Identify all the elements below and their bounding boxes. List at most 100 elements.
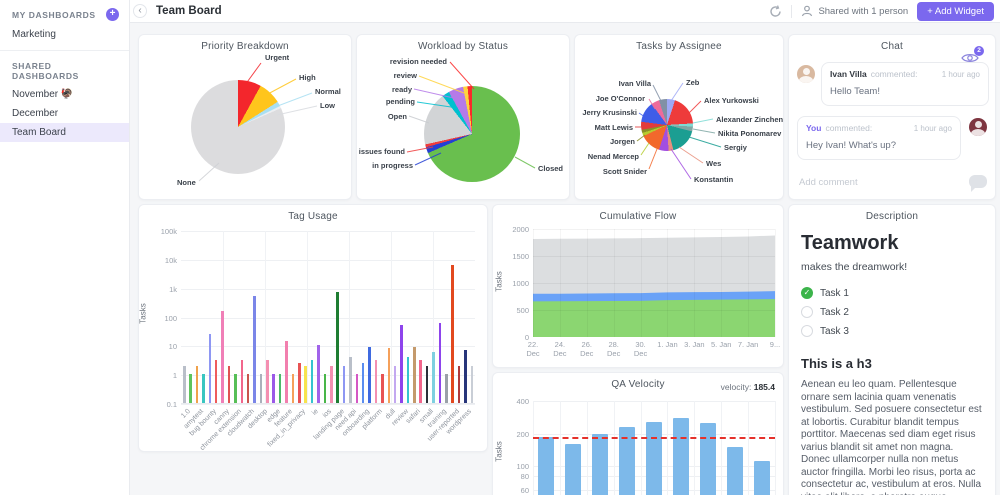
pie-label-sergiy: Sergiy bbox=[724, 143, 747, 152]
tag-bar bbox=[330, 365, 333, 403]
message-timestamp: 1 hour ago bbox=[913, 124, 952, 133]
pie-label-none: None bbox=[177, 178, 196, 187]
widget-chat: Chat 2 Ivan Villa commented: 1 hour ago … bbox=[788, 34, 996, 200]
pie-label-wes: Wes bbox=[706, 159, 722, 168]
gridline-v bbox=[721, 401, 723, 495]
gridline-h bbox=[533, 310, 775, 311]
widget-qa-velocity: QA Velocity velocity: 185.4 Tasks 400 200… bbox=[492, 372, 784, 495]
flow-x-label: 9... bbox=[769, 340, 781, 349]
flow-area-green bbox=[533, 299, 775, 337]
message-action: commented: bbox=[825, 123, 873, 133]
message-text: Hello Team! bbox=[830, 86, 880, 97]
pie-label-revision-needed: revision needed bbox=[389, 57, 447, 66]
gridline-v bbox=[613, 401, 615, 495]
priority-pie-chart bbox=[191, 80, 285, 174]
tag-bar bbox=[278, 374, 282, 403]
sidebar-item-marketing[interactable]: Marketing bbox=[12, 29, 56, 40]
page-title: Team Board bbox=[156, 5, 222, 17]
description-paragraph: Aenean eu leo quam. Pellentesque ornare … bbox=[801, 379, 982, 495]
gridline-v bbox=[586, 229, 588, 337]
description-heading: Teamwork bbox=[801, 232, 899, 254]
velocity-target-line bbox=[533, 437, 775, 440]
checklist-label: Task 2 bbox=[820, 306, 849, 318]
tag-bar bbox=[406, 356, 410, 403]
tag-bar bbox=[425, 365, 429, 403]
pie-label-review: review bbox=[393, 71, 417, 80]
refresh-icon[interactable] bbox=[769, 4, 782, 18]
sidebar-item-november[interactable]: November 🦃 bbox=[12, 89, 74, 100]
tag-bar bbox=[291, 374, 295, 403]
flow-x-label: 24. Dec bbox=[553, 340, 567, 358]
widget-priority-breakdown: Priority Breakdown Urgent High Normal Lo… bbox=[138, 34, 352, 200]
qa-bar bbox=[565, 443, 582, 495]
pie-label-urgent: Urgent bbox=[265, 53, 290, 62]
tag-bar bbox=[457, 365, 461, 403]
description-h3: This is a h3 bbox=[801, 356, 872, 371]
add-widget-button[interactable]: + Add Widget bbox=[917, 1, 994, 21]
unread-badge: 2 bbox=[974, 46, 984, 56]
flow-y-tick: 0 bbox=[524, 333, 529, 342]
pie-label-pending: pending bbox=[385, 97, 415, 106]
tag-bar bbox=[234, 374, 237, 403]
tag-bar bbox=[272, 374, 275, 403]
gridline-h bbox=[181, 259, 475, 261]
cumulative-flow-areas bbox=[533, 235, 775, 337]
tag-bar bbox=[259, 374, 263, 403]
pie-label-nenad-mercep: Nenad Mercep bbox=[587, 152, 639, 161]
checkbox-unchecked-icon[interactable] bbox=[801, 325, 813, 337]
tag-bar bbox=[336, 292, 339, 403]
qa-y-tick: 200 bbox=[516, 429, 529, 439]
collapse-sidebar-button[interactable]: ‹ bbox=[133, 4, 147, 18]
tag-bar bbox=[285, 341, 288, 403]
tag-bar bbox=[246, 374, 250, 403]
qa-bar bbox=[538, 437, 555, 495]
checkbox-unchecked-icon[interactable] bbox=[801, 306, 813, 318]
gridline-h bbox=[533, 229, 775, 230]
add-comment-input[interactable]: Add comment bbox=[799, 177, 858, 188]
widget-cumulative-flow: Cumulative Flow Tasks 2000 1500 1000 500 0 22… bbox=[492, 204, 784, 368]
tag-bar bbox=[368, 346, 371, 403]
chat-message: You commented: 1 hour ago Hey Ivan! What… bbox=[797, 116, 961, 160]
widget-grid: Priority Breakdown Urgent High Normal Lo… bbox=[130, 23, 1000, 495]
pie-label-joe-oconnor: Joe O'Connor bbox=[595, 94, 645, 103]
widget-title: Tasks by Assignee bbox=[636, 41, 722, 52]
tag-bar bbox=[214, 360, 218, 403]
pie-label-ivan-villa: Ivan Villa bbox=[618, 79, 651, 88]
sidebar-divider bbox=[0, 50, 129, 51]
shared-with-label: Shared with 1 person bbox=[818, 5, 909, 17]
gridline-v bbox=[748, 229, 750, 337]
widget-workload-by-status: Workload by Status revision needed revie… bbox=[356, 34, 570, 200]
flow-x-label: 7. Jan bbox=[737, 340, 759, 349]
shared-with-button[interactable]: Shared with 1 person bbox=[801, 5, 908, 17]
flow-x-label: 3. Jan bbox=[684, 340, 705, 349]
tag-bar bbox=[470, 365, 474, 403]
gridline-v bbox=[667, 401, 669, 495]
widget-title: Description bbox=[865, 211, 919, 222]
sidebar-item-team-board[interactable]: Team Board bbox=[0, 123, 129, 142]
avatar-you bbox=[969, 118, 987, 136]
tag-bar bbox=[413, 346, 416, 403]
watchers-toggle[interactable]: 2 bbox=[961, 46, 984, 69]
checkbox-checked-icon[interactable]: ✓ bbox=[801, 287, 813, 299]
gridline-h bbox=[181, 404, 475, 405]
widget-title: QA Velocity bbox=[611, 379, 665, 390]
widget-tag-usage: Tag Usage Tasks 100k 10k 1k 100 10 1 0.1 1.0 am… bbox=[138, 204, 488, 452]
gridline-v bbox=[559, 229, 561, 337]
velocity-label: velocity: bbox=[720, 382, 752, 392]
gridline-v bbox=[775, 401, 776, 495]
tag-bar bbox=[240, 360, 244, 403]
sidebar-item-december[interactable]: December bbox=[12, 108, 59, 119]
gridline-h bbox=[181, 231, 475, 232]
gridline-v bbox=[533, 229, 534, 337]
qa-y-tick: 100 bbox=[516, 462, 529, 472]
flow-y-tick: 2000 bbox=[512, 225, 529, 234]
cumulative-flow-plot: 2000 1500 1000 500 0 22. Dec 24. Dec 26. Dec 28.… bbox=[512, 225, 780, 358]
tag-bar bbox=[355, 374, 359, 403]
pie-label-low: Low bbox=[320, 101, 335, 110]
chat-message: Ivan Villa commented: 1 hour ago Hello T… bbox=[821, 62, 989, 106]
add-dashboard-icon[interactable]: + bbox=[106, 8, 119, 21]
message-author: You bbox=[806, 123, 822, 133]
widget-description: Description Teamwork makes the dreamwork… bbox=[788, 204, 996, 495]
comment-bubble-icon[interactable] bbox=[969, 175, 987, 192]
